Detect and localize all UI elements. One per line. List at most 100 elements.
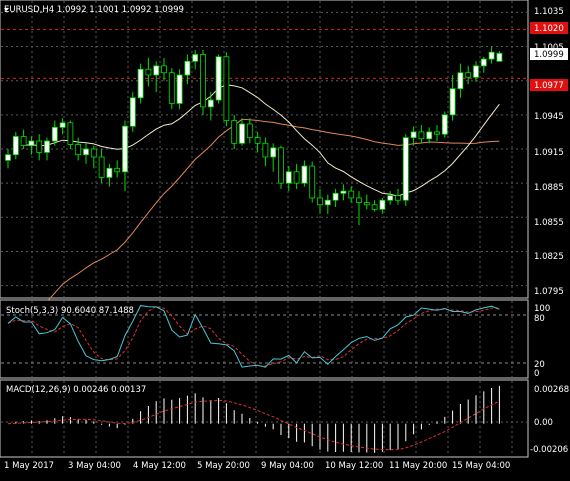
- collapse-arrow-icon[interactable]: [4, 8, 9, 11]
- candle-body: [371, 204, 378, 210]
- candle-body: [285, 171, 292, 184]
- candle-body: [246, 123, 253, 139]
- candle-body: [106, 167, 113, 178]
- stochastic-axis: 100 80 20 0: [534, 304, 550, 379]
- candle-body: [262, 142, 269, 158]
- candle-body: [231, 120, 238, 144]
- candle-body: [176, 74, 183, 104]
- candle-body: [161, 65, 167, 74]
- stoch-tick-80: 80: [534, 314, 545, 324]
- candle-body: [44, 140, 50, 153]
- candle-body: [137, 68, 144, 99]
- macd-signal-line: [7, 399, 500, 451]
- candle-body: [402, 137, 409, 201]
- candle-body: [215, 56, 222, 101]
- candle-body: [184, 60, 191, 76]
- macd-pane-frame: [0, 379, 529, 458]
- candle-body: [473, 65, 479, 78]
- candle-body: [317, 197, 323, 206]
- price-tick: 1.0825: [534, 252, 564, 262]
- candle-body: [192, 54, 199, 62]
- time-tick: 5 May 20:00: [197, 461, 250, 471]
- ma-fast-line: [23, 84, 500, 197]
- candle-body: [98, 156, 105, 178]
- current-price-label: 1.0999: [534, 50, 564, 60]
- price-pane[interactable]: EURUSD,H4 1.0992 1.1001 1.0992 1.0999: [0, 0, 529, 343]
- candle-body: [122, 125, 128, 173]
- candle-body: [324, 199, 331, 206]
- candle-body: [207, 99, 214, 108]
- candle-body: [5, 154, 11, 161]
- candle-body: [426, 131, 433, 140]
- moving-averages: [7, 84, 500, 343]
- candle-body: [278, 147, 284, 184]
- macd-label: MACD(12,26,9) 0.00246 0.00137: [6, 385, 146, 395]
- level-upper-tag: [530, 22, 568, 34]
- candle-body: [75, 144, 82, 156]
- stoch-signal-line: [7, 305, 500, 367]
- candle-body: [36, 140, 43, 153]
- candle-body: [145, 68, 152, 76]
- candle-body: [293, 171, 300, 184]
- stochastic-pane-frame: [0, 299, 529, 379]
- candle-body: [301, 165, 308, 184]
- time-tick: 9 May 04:00: [261, 461, 314, 471]
- candle-body: [457, 72, 464, 90]
- candle-body: [480, 58, 487, 67]
- stoch-main-line: [7, 305, 500, 368]
- candle-body: [496, 52, 503, 62]
- candle-body: [90, 148, 97, 158]
- candle-body: [449, 88, 456, 116]
- current-price-tag: [530, 48, 568, 60]
- candle-body: [441, 114, 448, 135]
- price-tick: 1.0855: [534, 218, 564, 228]
- stoch-tick-20: 20: [534, 360, 545, 370]
- candlesticks: [5, 46, 503, 226]
- candle-body: [488, 51, 495, 60]
- time-tick: 15 May 04:00: [452, 461, 510, 471]
- candle-body: [114, 167, 121, 173]
- price-tick: 1.0885: [534, 183, 564, 193]
- level-lower-tag: [530, 79, 568, 91]
- candle-body: [200, 54, 206, 108]
- stochastic-label: Stoch(5,3,3) 90.6040 87.1488: [6, 306, 134, 316]
- stoch-tick-100: 100: [534, 304, 550, 314]
- candle-body: [332, 192, 339, 201]
- candle-body: [379, 199, 386, 210]
- candle-body: [465, 72, 472, 78]
- level-upper-label: 1.1020: [534, 24, 564, 34]
- time-tick: 4 May 12:00: [133, 461, 186, 471]
- macd-tick-bottom: -0.00206: [530, 445, 568, 455]
- price-tick: 1.1035: [534, 7, 564, 17]
- time-tick: 11 May 20:00: [389, 461, 447, 471]
- time-axis[interactable]: 1 May 2017 3 May 04:00 4 May 12:00 5 May…: [4, 461, 510, 471]
- macd-axis: 0.00268 0.00 -0.00206: [530, 385, 569, 455]
- price-axis[interactable]: 1.1035 1.1005 1.0945 1.0915 1.0885 1.085…: [530, 7, 568, 297]
- ma-slow-line: [7, 118, 500, 343]
- time-tick: 10 May 12:00: [325, 461, 383, 471]
- candle-body: [363, 202, 370, 206]
- macd-tick-zero: 0.00: [534, 418, 553, 428]
- symbol-label: EURUSD,H4 1.0992 1.1001 1.0992 1.0999: [4, 5, 184, 15]
- candle-body: [309, 165, 316, 199]
- price-tick: 1.0945: [534, 112, 564, 122]
- candle-body: [356, 197, 362, 203]
- macd-tick-top: 0.00268: [534, 385, 569, 395]
- candle-body: [223, 56, 230, 121]
- price-tick: 1.0915: [534, 148, 564, 158]
- candle-body: [67, 122, 74, 145]
- candle-body: [239, 123, 245, 144]
- level-lower-label: 1.0977: [534, 81, 564, 91]
- macd-pane[interactable]: MACD(12,26,9) 0.00246 0.00137: [0, 379, 529, 458]
- stoch-tick-0: 0: [534, 369, 539, 379]
- candle-body: [83, 148, 89, 156]
- stochastic-pane[interactable]: Stoch(5,3,3) 90.6040 87.1488: [0, 299, 529, 379]
- price-tick: 1.0795: [534, 287, 564, 297]
- candle-body: [59, 122, 66, 128]
- time-tick: 3 May 04:00: [68, 461, 121, 471]
- candle-body: [51, 126, 58, 142]
- candle-body: [340, 190, 347, 194]
- candle-body: [348, 190, 355, 199]
